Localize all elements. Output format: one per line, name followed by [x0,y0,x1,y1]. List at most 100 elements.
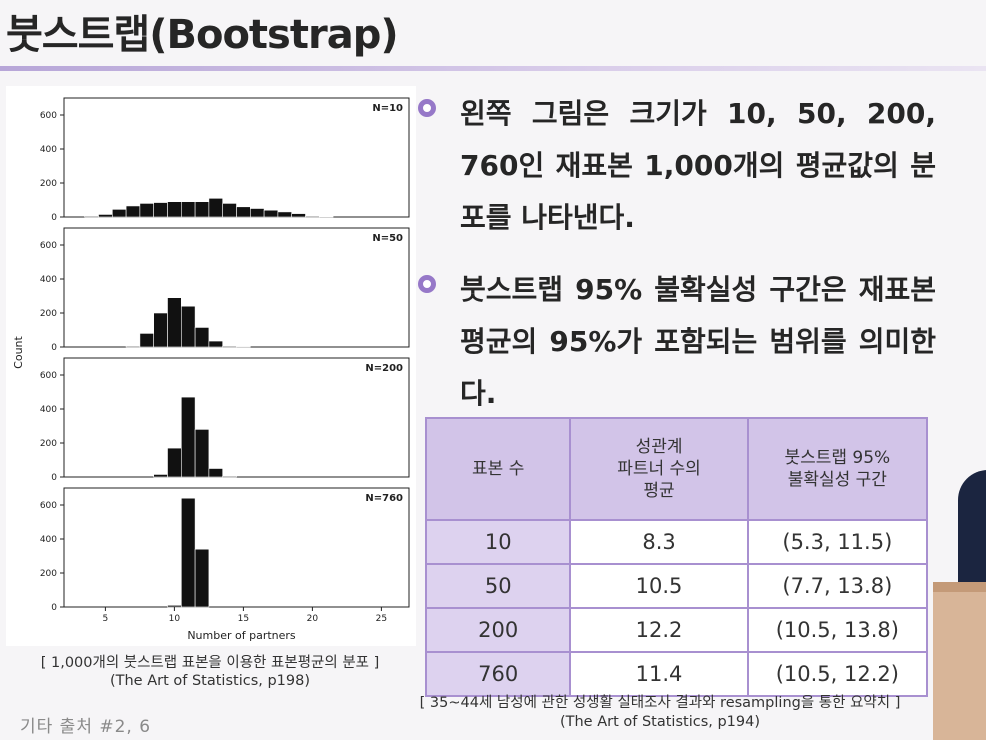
cell-mean: 8.3 [569,519,749,565]
table-header-row: 표본 수 성관계 파트너 수의 평균 붓스트랩 95% 불확실성 구간 [424,417,929,521]
y-tick-label: 400 [40,145,57,155]
y-tick-label: 600 [40,241,57,251]
cell-interval: (5.3, 11.5) [746,519,929,565]
histogram-bar [208,198,223,218]
y-tick-label: 0 [51,603,57,613]
histogram-bar [194,201,210,218]
table-caption-source: (The Art of Statistics, p194) [559,714,761,730]
bullet-point-1: 왼쪽 그림은 크기가 10, 50, 200, 760인 재표본 1,000개의… [416,88,936,244]
y-tick-label: 0 [51,213,57,223]
cell-sample-size: 200 [424,607,572,653]
presenter-silhouette [958,470,986,600]
histogram-bar [222,345,237,348]
histogram-figure: 0 200 400 600 N=10 0 200 400 600 N=50 0 200 400 600 N=… [6,86,416,646]
histogram-bar [153,312,168,348]
histogram-bar [263,209,279,218]
histogram-bar [125,345,141,348]
panel-label: N=10 [372,103,403,114]
y-tick-label: 200 [40,439,57,449]
histogram-bar [181,305,196,348]
cell-interval: (10.5, 13.8) [746,607,929,653]
y-tick-label: 0 [51,343,57,353]
bullet-text-2: 붓스트랩 95% 불확실성 구간은 재표본 평균의 95%가 포함되는 범위를 … [460,273,936,410]
histogram-bar [153,202,168,218]
histogram-panels: 0200400600N=100200400600N=500200400600N=… [12,97,410,642]
cell-interval: (10.5, 12.2) [746,651,929,697]
table-row: 50 10.5 (7.7, 13.8) [424,563,929,609]
panel-frame [63,227,410,348]
panel-label: N=760 [365,493,403,504]
bullet-circle-icon [418,99,436,117]
table-caption: [ 35~44세 남성에 관한 성생활 실태조사 결과와 resampling을… [380,694,940,732]
table-row: 200 12.2 (10.5, 13.8) [424,607,929,653]
cell-mean: 10.5 [569,563,749,609]
y-tick-label: 400 [40,535,57,545]
histogram-bar [194,429,210,478]
header-sample-size: 표본 수 [424,417,572,521]
title-divider [0,66,986,71]
y-tick-label: 400 [40,275,57,285]
summary-table: 표본 수 성관계 파트너 수의 평균 붓스트랩 95% 불확실성 구간 10 8… [424,417,929,697]
panel-label: N=200 [365,363,403,374]
cell-sample-size: 50 [424,563,572,609]
chart-caption-title: [ 1,000개의 붓스트랩 표본을 이용한 표본평균의 분포 ] [40,655,380,671]
table-caption-title: [ 35~44세 남성에 관한 성생활 실태조사 결과와 resampling을… [419,695,901,711]
histogram-bar [277,211,292,218]
chart-caption-source: (The Art of Statistics, p198) [109,673,311,689]
x-axis-label: Number of partners [187,629,296,642]
histogram-bar [167,201,182,218]
histogram-bar [181,497,196,608]
x-tick-label: 10 [169,614,181,624]
bullet-circle-icon [418,275,436,293]
histogram-bar [194,548,210,608]
footer-source-note: 기타 출처 #2, 6 [20,717,152,737]
y-tick-label: 0 [51,473,57,483]
y-axis-label: Count [12,335,25,368]
header-mean-partners-text: 성관계 파트너 수의 평균 [617,437,701,501]
cell-sample-size: 760 [424,651,572,697]
histogram-bar [167,447,182,478]
histogram-bar [98,214,113,218]
histogram-bar [167,604,182,608]
panel-frame [63,97,410,218]
panel-label: N=50 [372,233,403,244]
table-row: 10 8.3 (5.3, 11.5) [424,519,929,565]
panel-frame [63,357,410,478]
cell-sample-size: 10 [424,519,572,565]
histogram-bar [236,206,251,218]
panel-frame [63,487,410,608]
x-tick-label: 5 [103,614,109,624]
histogram-bar [305,215,320,218]
histogram-bar [181,396,196,478]
podium-decoration [933,582,986,740]
table-row: 760 11.4 (10.5, 12.2) [424,651,929,697]
y-tick-label: 600 [40,501,57,511]
histogram-bar [112,209,127,218]
bullet-text-1: 왼쪽 그림은 크기가 10, 50, 200, 760인 재표본 1,000개의… [460,97,936,234]
histogram-bar [167,297,182,348]
histogram-bar [181,201,196,218]
histogram-bar [208,468,223,478]
cell-mean: 11.4 [569,651,749,697]
x-tick-label: 20 [307,614,319,624]
histogram-bar [194,327,210,348]
y-tick-label: 600 [40,371,57,381]
header-mean-partners: 성관계 파트너 수의 평균 [569,417,749,521]
x-tick-label: 25 [376,614,387,624]
cell-mean: 12.2 [569,607,749,653]
histogram-bar [250,208,265,218]
x-tick-label: 15 [238,614,249,624]
histogram-bar [139,333,154,348]
histogram-bar [222,475,237,478]
histogram-bar [291,213,306,218]
y-tick-label: 200 [40,309,57,319]
histogram-bar [208,340,223,348]
y-tick-label: 200 [40,569,57,579]
y-tick-label: 200 [40,179,57,189]
histogram-bar [222,203,237,218]
bullet-point-2: 붓스트랩 95% 불확실성 구간은 재표본 평균의 95%가 포함되는 범위를 … [416,264,936,420]
histogram-bar [153,474,168,478]
cell-interval: (7.7, 13.8) [746,563,929,609]
header-bootstrap-interval-text: 붓스트랩 95% 불확실성 구간 [784,448,891,490]
page-title: 붓스트랩(Bootstrap) [6,12,399,58]
